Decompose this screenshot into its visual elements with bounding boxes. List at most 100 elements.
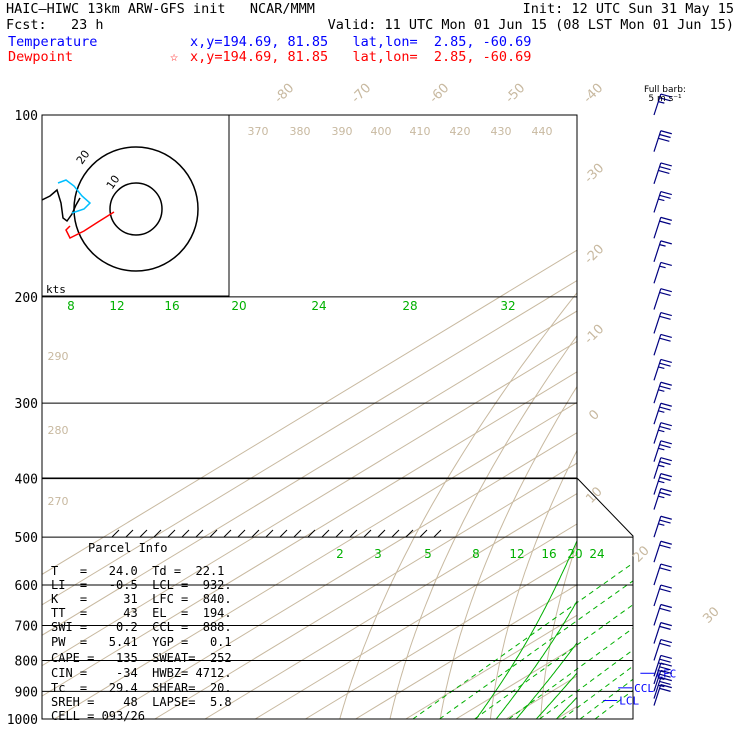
wind-barb-flag [660,662,672,667]
wind-barb-flag [660,130,672,135]
barb-legend-line2: 5 m s⁻¹ [648,94,682,104]
wind-barb-flag [660,288,672,293]
level-markers: ELLFCCCLLCL [603,667,676,708]
moist-adiabat-label: 20 [231,299,246,313]
wind-barb-half-flag [658,523,665,526]
hodograph-trace-low [65,211,115,240]
wind-barb-flag [659,567,671,572]
wind-barb-staff [653,563,662,586]
wind-barb-flag [659,220,671,225]
hatch-mark [125,529,134,538]
mixing-ratio-line [594,536,633,719]
moist-adiabat [597,238,740,719]
wind-barb-flag [659,385,671,390]
wind-barb-flag [658,137,670,142]
theta-label: 430 [491,125,512,138]
wind-barb-flag [659,362,671,367]
hatch-mark [377,529,386,538]
hatch-mark [195,529,204,538]
hatch-mark [363,529,372,538]
isotherm [154,462,577,719]
hodograph-trace-upper [42,188,81,223]
wind-barb-flag [659,680,671,685]
hodograph-units: kts [46,283,66,296]
forecast-hour: Fcst: 23 h [6,17,104,33]
isotherm [355,584,577,719]
mixing-ratio-line [474,536,633,719]
hatch-mark [153,529,162,538]
isotherm-label: -40 [581,81,607,107]
parcel-row: SREH = 48 LAPSE= 5.8 [51,695,232,709]
wind-barb-flag [660,440,672,445]
wind-barb-flag [659,460,671,466]
wind-barb-half-flag [658,495,665,499]
pressure-tick-label: 800 [15,654,38,669]
plot-border [41,114,634,720]
level-marker-label: LCL [619,695,639,708]
parcel-row: K = 31 LFC = 840. [51,592,232,606]
wind-barb-flag [660,333,672,339]
wind-barb-flag [660,677,672,682]
wind-barb-half-flag [658,366,665,370]
moist-adiabat [495,600,577,719]
wind-barb-half-flag [658,684,665,688]
wind-barb-flag [659,658,671,663]
mixing-ratio-line [539,536,633,719]
wind-barb-half-flag [658,464,665,468]
isotherm [657,115,740,719]
mixing-ratio-lines [412,536,633,719]
wind-barb-flag [660,422,672,427]
model-title: HAIC—HIWC 13km ARW-GFS init NCAR/MMM [6,1,315,17]
isotherm-label: -20 [582,242,608,268]
wind-barb-flag [659,425,671,431]
parcel-row: T = 24.0 Td = 22.1 [51,564,225,578]
wind-barb-half-flag [658,410,665,413]
wind-barb-staff [653,359,662,381]
moist-adiabat [637,238,740,719]
mixing-ratio-line [412,536,633,719]
mixing-ratio-label: 8 [472,547,480,561]
moist-adiabat-label: 28 [402,299,417,313]
moist-adiabat-label: 8 [67,299,75,313]
wind-barb-staff [653,440,662,462]
isotherm [707,115,740,719]
isotherm [42,249,577,575]
wind-barb-staff [653,422,662,444]
hatch-mark [405,529,414,538]
pressure-tick-label: 200 [15,291,38,306]
isotherm-label: 30 [700,604,722,626]
pressure-tick-label: 600 [15,579,38,594]
parcel-row: CIN = -34 HWBZ= 4712. [51,666,232,680]
wind-barb-half-flag [658,429,665,433]
wind-barb-flag [660,216,672,221]
wind-barb-staff [653,262,662,284]
wind-barb-half-flag [659,244,666,247]
wind-barb-flag [660,540,672,545]
wind-barb-staff [653,403,662,425]
wind-barb-staff [653,382,662,404]
wind-barb-flag [660,488,672,493]
star-icon: ☆ [170,49,179,65]
isotherm [42,279,577,606]
pressure-tick-label: 400 [15,473,38,488]
isotherm [405,614,577,719]
dry-adiabat [540,541,577,719]
wind-barb-flag [660,162,672,167]
hatch-mark [335,529,344,538]
mixing-ratio-label: 12 [509,547,524,561]
pressure-tick-label: 300 [15,397,38,412]
wind-barb-half-flag [658,677,665,681]
isotherm [607,115,740,719]
parcel-row: TT = 43 EL = 194. [51,606,232,620]
hatch-mark [251,529,260,538]
hatch-mark [209,529,218,538]
valid-time: Valid: 11 UTC Mon 01 Jun 15 (08 LST Mon … [327,17,734,33]
hatch-mark [167,529,176,538]
wind-barb-flag [660,669,672,675]
wind-barb-flag [660,622,672,627]
wind-barb-staff [653,604,662,626]
isotherm-label: -60 [427,81,453,107]
wind-barb-flag [660,93,672,98]
isotherm-lines [42,115,740,719]
hodograph-trace-mid [57,179,92,214]
